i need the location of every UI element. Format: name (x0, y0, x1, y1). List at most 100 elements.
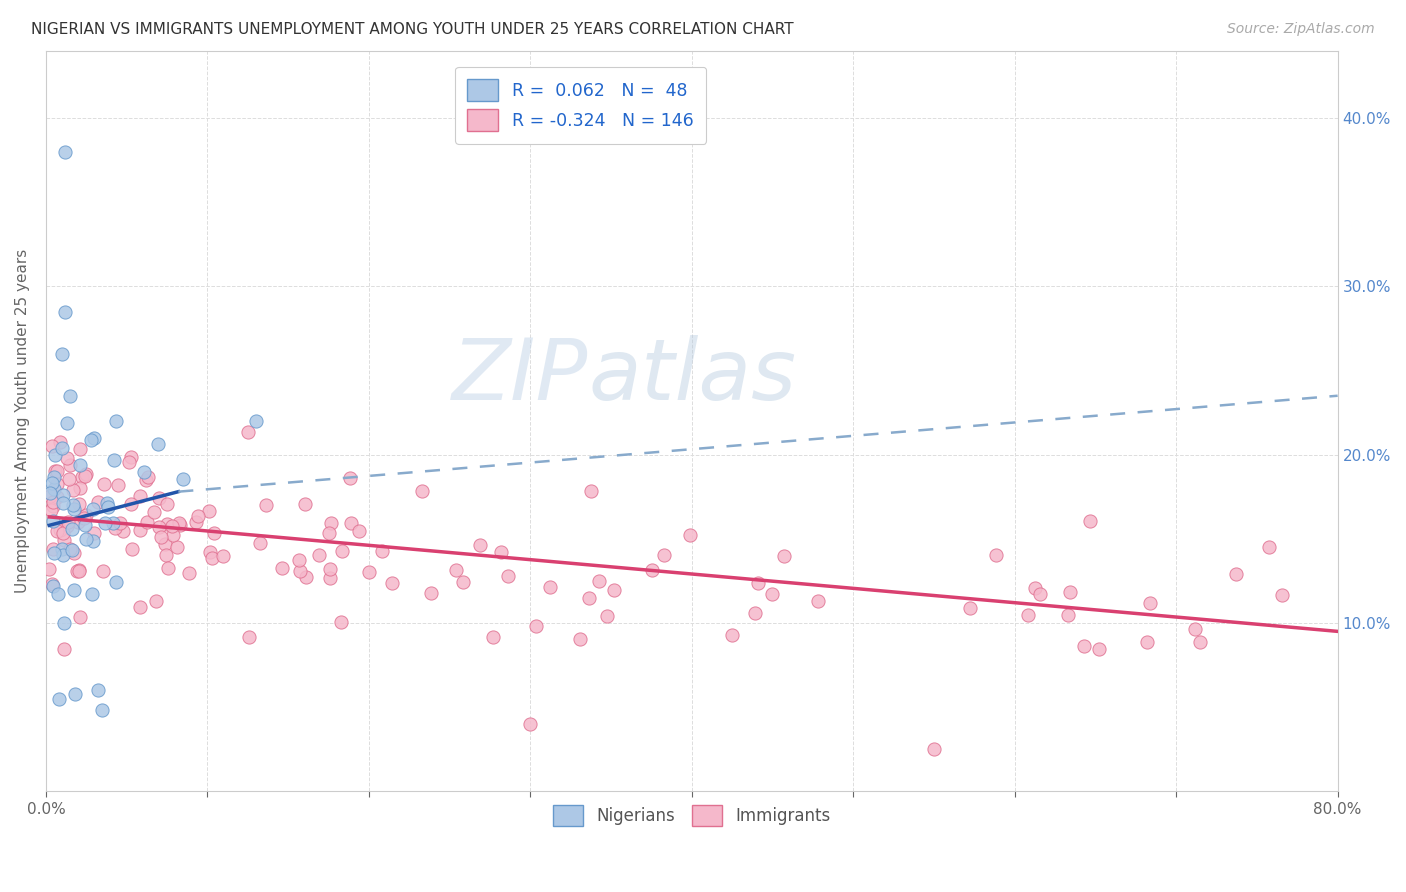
Point (468, 538, 491, 552)
Point (46, 490, 69, 504)
Point (679, 528, 702, 542)
Point (75, 532, 97, 546)
Point (172, 472, 194, 486)
Point (104, 574, 127, 589)
Point (52, 496, 75, 510)
Point (200, 544, 222, 558)
Point (62, 501, 84, 516)
Point (270, 561, 292, 575)
Point (136, 470, 159, 484)
Point (104, 521, 127, 535)
Point (53, 615, 76, 630)
Point (46, 524, 69, 538)
Point (1225, 566, 1247, 581)
Point (75, 508, 97, 522)
Point (53, 145, 76, 159)
Point (200, 551, 222, 566)
Point (129, 523, 152, 537)
Point (39, 503, 62, 517)
Point (318, 525, 340, 540)
Point (166, 540, 188, 554)
Point (42, 495, 65, 509)
Point (59, 389, 82, 403)
Point (69, 610, 91, 624)
Point (48, 691, 70, 706)
Point (1073, 639, 1095, 653)
Point (69, 481, 91, 495)
Point (294, 498, 316, 512)
Point (82, 586, 104, 600)
Point (135, 473, 157, 487)
Point (142, 505, 165, 519)
Point (654, 548, 676, 562)
Point (49, 435, 72, 450)
Point (104, 414, 127, 428)
Point (578, 591, 600, 606)
Point (41, 499, 63, 513)
Point (60, 542, 83, 557)
Point (641, 563, 664, 577)
Point (294, 570, 316, 584)
Point (371, 544, 394, 558)
Point (761, 587, 783, 601)
Point (1088, 641, 1111, 656)
Point (245, 414, 267, 428)
Point (97, 500, 120, 515)
Point (53, 304, 76, 318)
Point (489, 544, 512, 558)
Text: NIGERIAN VS IMMIGRANTS UNEMPLOYMENT AMONG YOUTH UNDER 25 YEARS CORRELATION CHART: NIGERIAN VS IMMIGRANTS UNEMPLOYMENT AMON… (31, 22, 793, 37)
Point (67, 497, 90, 511)
Point (482, 630, 505, 644)
Point (51, 542, 73, 557)
Point (120, 450, 142, 464)
Point (538, 580, 561, 594)
Point (86, 683, 108, 698)
Point (1184, 622, 1206, 636)
Point (56, 450, 79, 465)
Point (1078, 514, 1101, 528)
Point (73, 511, 96, 525)
Point (1188, 634, 1211, 648)
Point (212, 549, 235, 564)
Point (134, 465, 156, 479)
Point (107, 478, 129, 492)
Point (62, 498, 84, 512)
Point (83, 525, 105, 540)
Point (179, 566, 201, 580)
Point (1029, 586, 1052, 600)
Point (66, 515, 89, 529)
Point (52, 548, 75, 562)
Point (155, 537, 177, 551)
Point (721, 627, 744, 641)
Point (157, 560, 180, 574)
Point (330, 544, 353, 558)
Point (41, 439, 63, 453)
Point (51, 346, 73, 360)
Point (103, 452, 125, 467)
Point (581, 483, 603, 498)
Point (744, 606, 766, 620)
Point (82, 533, 104, 548)
Point (149, 530, 172, 544)
Point (1271, 589, 1294, 603)
Point (52, 487, 75, 501)
Point (349, 524, 371, 538)
Point (121, 542, 143, 557)
Point (52, 533, 75, 547)
Point (41, 475, 63, 490)
Point (80, 433, 103, 447)
Point (129, 489, 152, 503)
Point (202, 526, 225, 541)
Point (101, 516, 124, 531)
Point (569, 632, 592, 647)
Point (59, 458, 82, 473)
Point (49, 523, 72, 537)
Point (747, 575, 769, 590)
Point (359, 566, 381, 580)
Point (56, 516, 79, 530)
Text: Source: ZipAtlas.com: Source: ZipAtlas.com (1227, 22, 1375, 37)
Point (63, 546, 86, 560)
Point (1024, 581, 1046, 595)
Point (62, 582, 84, 597)
Point (69, 442, 91, 456)
